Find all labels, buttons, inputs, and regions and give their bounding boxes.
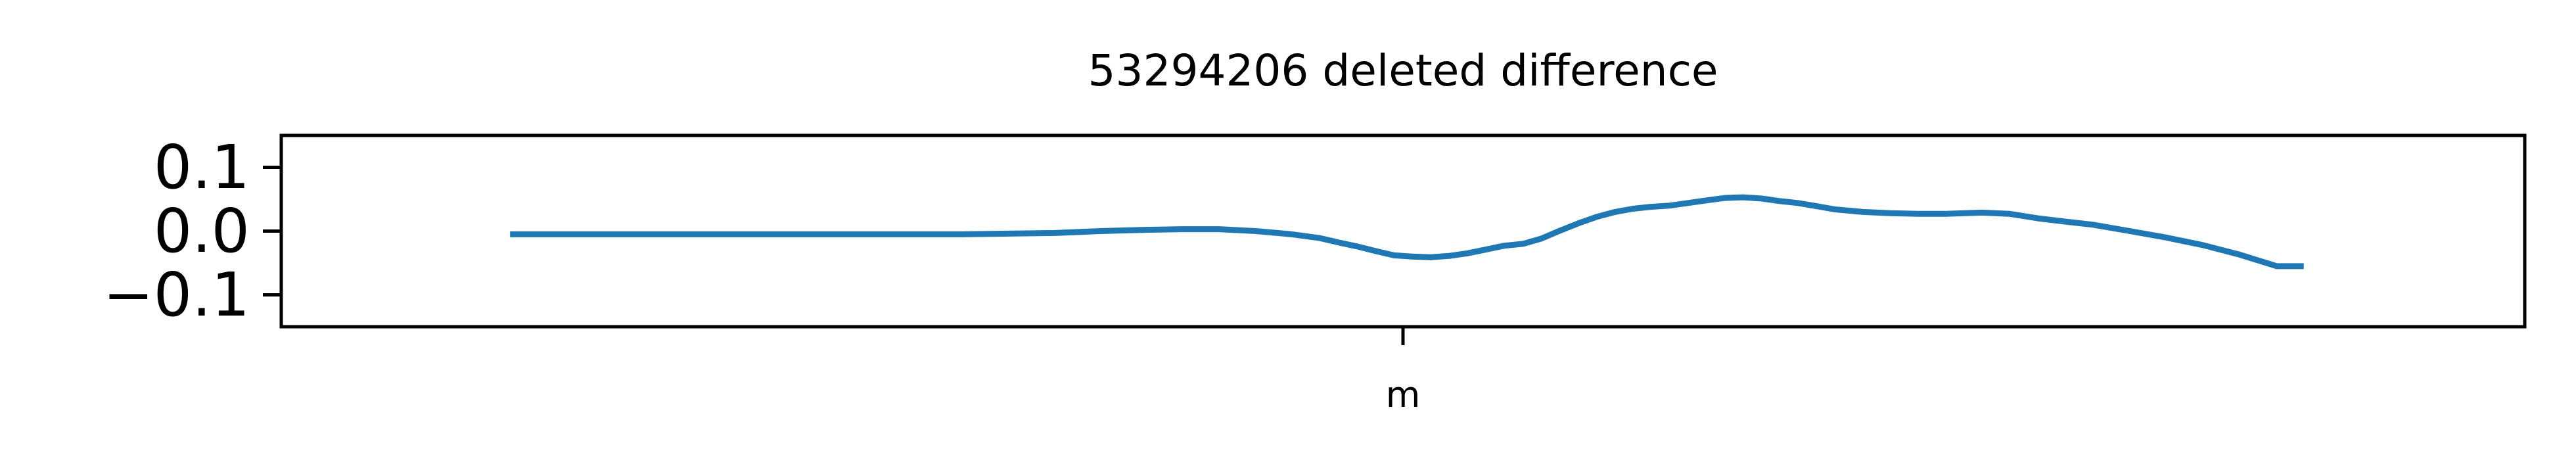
x-tick-label: m	[1386, 374, 1421, 415]
chart-title: 53294206 deleted difference	[1088, 45, 1718, 96]
plot-area	[510, 194, 2304, 270]
y-tick-label: −0.1	[103, 260, 250, 330]
y-tick-label: 0.1	[154, 132, 250, 202]
x-axis: m	[1386, 327, 1421, 415]
y-tick-label: 0.0	[154, 196, 250, 266]
y-axis: 0.10.0−0.1	[103, 132, 281, 330]
axes-frame	[279, 133, 2527, 329]
series-line-0	[510, 194, 2304, 270]
